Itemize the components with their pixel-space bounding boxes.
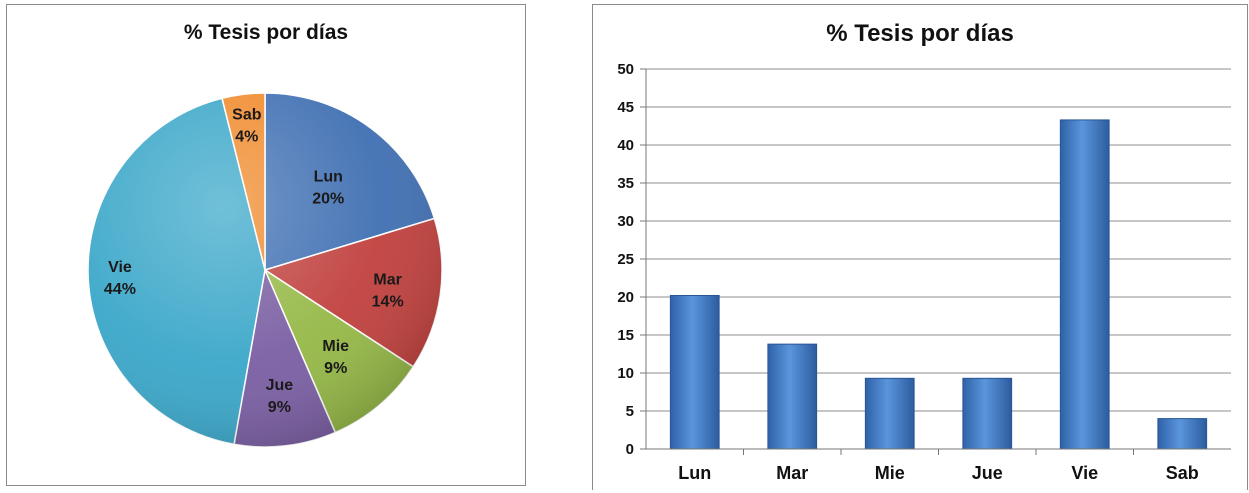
pie-label-jue: Jue	[266, 377, 294, 394]
bar-chart-panel: % Tesis por días 0 5 10 15 20 25 30 35 40 45 50 Lun…	[592, 4, 1248, 490]
bar-sab	[1157, 418, 1208, 450]
x-tick-label-sab: Sab	[1166, 463, 1199, 483]
pie-label-vie: Vie	[108, 259, 132, 276]
bar-lun	[669, 294, 720, 450]
pie-percent-sab: 4%	[235, 128, 258, 145]
pie-chart-title: % Tesis por días	[183, 21, 349, 44]
y-tick-label: 5	[626, 403, 634, 420]
x-tick-label-mar: Mar	[776, 463, 808, 483]
pie-chart: Lun 20% Mar 14% Mie 9% Jue 9% Vie 44% Sab 4%	[87, 92, 443, 448]
pie-label-lun: Lun	[314, 169, 343, 186]
pie-percent-jue: 9%	[268, 399, 291, 416]
bar-mie	[864, 377, 915, 450]
pie-percent-mie: 9%	[324, 360, 347, 377]
x-tick-label-jue: Jue	[972, 463, 1003, 483]
pie-chart-panel: % Tesis por días Lun 20% Mar 14% Mie 9% Jue 9% V…	[6, 4, 526, 486]
bar-vie	[1059, 119, 1110, 450]
y-tick-label: 50	[617, 61, 634, 78]
y-tick-label: 15	[617, 327, 634, 344]
pie-label-mie: Mie	[322, 338, 349, 355]
x-tick-label-vie: Vie	[1071, 463, 1098, 483]
pie-label-sab: Sab	[232, 106, 262, 123]
y-tick-label: 35	[617, 175, 634, 192]
y-tick-label: 25	[617, 251, 634, 268]
bar-jue	[962, 377, 1013, 450]
y-tick-label: 40	[617, 137, 634, 154]
y-tick-label: 20	[617, 289, 634, 306]
pie-percent-mar: 14%	[372, 293, 404, 310]
pie-percent-vie: 44%	[104, 281, 136, 298]
bar-chart: 0 5 10 15 20 25 30 35 40 45 50 Lun Mar Mie Jue Vie Sab	[617, 61, 1231, 483]
y-tick-label: 0	[626, 441, 634, 458]
y-tick-label: 45	[617, 99, 634, 116]
pie-label-mar: Mar	[373, 271, 401, 288]
x-tick-label-mie: Mie	[875, 463, 905, 483]
y-tick-label: 10	[617, 365, 634, 382]
pie-percent-lun: 20%	[312, 191, 344, 208]
y-tick-label: 30	[617, 213, 634, 230]
bar-mar	[767, 343, 818, 450]
x-tick-label-lun: Lun	[678, 463, 711, 483]
bar-chart-title: % Tesis por días	[826, 20, 1014, 47]
